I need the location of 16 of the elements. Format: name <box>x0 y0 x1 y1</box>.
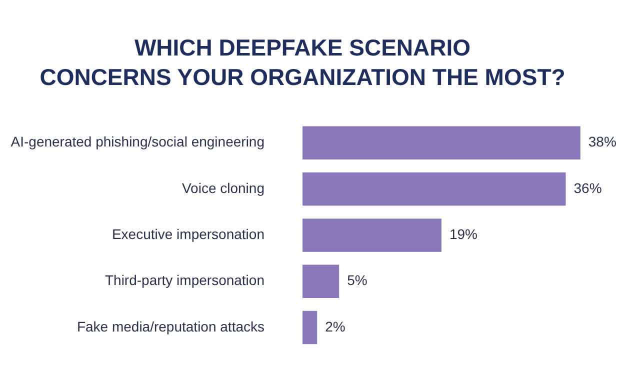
bar <box>302 172 566 206</box>
data-label: 2% <box>325 318 346 334</box>
y-tick-label: AI-generated phishing/social engineering <box>10 134 264 150</box>
data-label: 5% <box>347 272 368 288</box>
data-label: 19% <box>449 226 478 242</box>
bar <box>302 310 318 344</box>
y-tick-label: Executive impersonation <box>112 226 264 242</box>
data-label: 38% <box>588 134 616 150</box>
y-tick-label: Third-party impersonation <box>104 272 264 288</box>
chart-title: WHICH DEEPFAKE SCENARIO CONCERNS YOUR ORGANIZATION THE MOST? <box>40 34 566 90</box>
bar <box>302 264 340 298</box>
bar <box>302 218 442 252</box>
y-tick-label: Voice cloning <box>182 180 264 196</box>
y-tick-label: Fake media/reputation attacks <box>76 318 264 334</box>
data-label: 36% <box>574 180 602 196</box>
bar <box>302 126 580 160</box>
